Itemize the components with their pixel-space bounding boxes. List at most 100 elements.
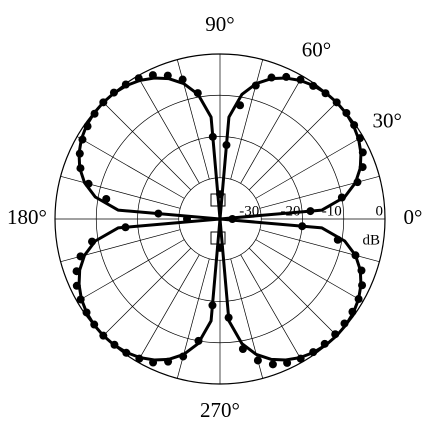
spoke: [76, 239, 185, 302]
marker: [164, 357, 173, 366]
marker: [121, 223, 130, 232]
marker: [296, 354, 305, 363]
marker: [163, 71, 172, 80]
marker: [357, 266, 366, 275]
angle-label: 180°: [7, 205, 47, 229]
marker: [76, 252, 85, 261]
marker: [179, 352, 188, 361]
marker: [236, 101, 245, 110]
marker: [309, 81, 318, 90]
spoke: [240, 75, 303, 184]
marker: [331, 330, 340, 339]
angle-label: 60°: [302, 38, 331, 62]
marker: [83, 122, 92, 131]
ring: [178, 177, 262, 261]
marker: [102, 194, 111, 203]
marker: [224, 313, 233, 322]
marker: [228, 215, 237, 223]
marker: [90, 109, 99, 118]
marker: [88, 237, 97, 246]
marker: [309, 348, 318, 357]
marker: [183, 215, 191, 223]
marker: [208, 132, 217, 141]
marker: [238, 344, 247, 353]
marker: [90, 320, 99, 329]
spoke: [137, 254, 200, 363]
marker: [306, 207, 315, 216]
marker: [154, 209, 163, 218]
spoke: [255, 239, 364, 302]
spoke: [240, 254, 303, 363]
marker: [78, 135, 87, 144]
marker: [99, 331, 108, 340]
marker: [178, 75, 187, 84]
ring: [137, 136, 303, 302]
spoke: [248, 247, 337, 336]
marker: [320, 339, 329, 348]
spoke: [103, 102, 192, 191]
angle-label: 30°: [372, 108, 401, 132]
marker: [216, 243, 224, 252]
marker: [208, 301, 217, 310]
marker: [282, 72, 291, 81]
angle-label: 90°: [205, 12, 234, 36]
marker: [342, 108, 351, 117]
r-tick-label: 0: [376, 203, 384, 219]
marker: [298, 222, 307, 231]
marker: [350, 121, 359, 130]
marker: [321, 89, 330, 98]
marker: [253, 356, 262, 365]
marker: [333, 235, 342, 244]
marker: [149, 358, 158, 367]
marker: [358, 281, 367, 290]
spoke: [76, 136, 185, 199]
marker: [148, 71, 157, 80]
marker: [72, 267, 81, 276]
marker: [122, 348, 131, 357]
marker: [268, 360, 277, 369]
spoke: [255, 136, 364, 199]
marker: [251, 81, 260, 90]
marker: [332, 98, 341, 107]
spoke: [230, 59, 264, 180]
marker: [121, 80, 130, 89]
marker: [348, 307, 357, 316]
spoke: [137, 75, 200, 184]
marker: [109, 88, 118, 97]
spoke: [176, 258, 210, 379]
marker: [193, 89, 202, 98]
marker: [76, 295, 85, 304]
spoke: [259, 229, 380, 263]
r-unit: dB: [362, 232, 380, 248]
marker: [216, 190, 224, 199]
marker: [72, 281, 81, 290]
spoke: [103, 247, 192, 336]
spoke: [259, 175, 380, 209]
angle-label: 270°: [200, 398, 240, 422]
marker: [340, 319, 349, 328]
marker: [110, 340, 119, 349]
marker: [99, 98, 108, 107]
ring: [95, 94, 345, 344]
marker: [84, 179, 93, 188]
marker: [222, 141, 231, 150]
marker: [358, 148, 367, 157]
marker: [134, 74, 143, 83]
spoke: [60, 175, 181, 209]
spoke: [248, 102, 337, 191]
marker: [337, 193, 346, 202]
angle-label: 0°: [404, 205, 423, 229]
marker: [353, 178, 362, 187]
marker: [283, 358, 292, 367]
marker: [76, 164, 85, 173]
marker: [82, 308, 91, 317]
ring: [54, 53, 386, 385]
marker: [358, 163, 367, 172]
marker: [135, 354, 144, 363]
marker: [296, 75, 305, 84]
marker: [351, 251, 360, 260]
marker: [356, 134, 365, 143]
marker: [75, 149, 84, 158]
marker: [194, 336, 203, 345]
